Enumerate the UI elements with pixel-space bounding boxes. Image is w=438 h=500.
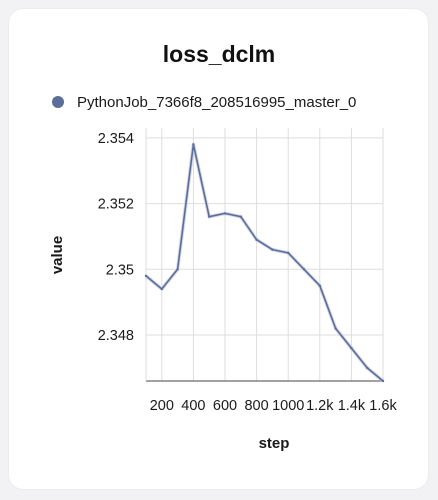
series-point[interactable] <box>318 284 321 287</box>
series-point[interactable] <box>271 248 274 251</box>
y-tick-label: 2.35 <box>106 262 134 278</box>
y-axis-title: value <box>49 236 66 274</box>
series-point[interactable] <box>287 251 290 255</box>
series-point[interactable] <box>160 287 163 291</box>
series-lines[interactable] <box>144 142 385 383</box>
series-point[interactable] <box>381 379 385 383</box>
chart-card <box>9 9 428 489</box>
legend-marker <box>52 96 64 108</box>
x-tick-label: 1000 <box>272 398 304 414</box>
series-point[interactable] <box>208 215 211 218</box>
chart-title: loss_dclm <box>162 41 276 67</box>
series-point[interactable] <box>192 143 195 146</box>
series-point[interactable] <box>302 268 306 271</box>
y-tick-label: 2.354 <box>98 131 134 147</box>
x-tick-label: 1.2k <box>306 398 334 414</box>
legend[interactable]: PythonJob_7366f8_208516995_master_0 <box>52 91 356 113</box>
x-tick-label: 800 <box>244 398 268 414</box>
tick-labels: 200 400 600 800 1000 1.2k 1.4k 1.6k 2.348 2.35 2.3… <box>98 131 398 414</box>
legend-label: PythonJob_7366f8_208516995_master_0 <box>77 93 357 111</box>
series-point[interactable] <box>366 366 369 370</box>
series-point[interactable] <box>144 274 148 278</box>
series-line[interactable] <box>145 143 384 382</box>
axes <box>145 128 383 382</box>
series-point[interactable] <box>255 238 258 241</box>
y-tick-label: 2.352 <box>98 197 134 213</box>
x-axis-title: step <box>259 435 290 452</box>
series-shadow-line <box>144 142 385 383</box>
series-point[interactable] <box>223 212 227 215</box>
x-tick-label: 1.6k <box>369 398 397 414</box>
x-tick-label: 400 <box>181 398 205 414</box>
series-point[interactable] <box>334 327 337 330</box>
x-tick-label: 600 <box>213 398 237 414</box>
series-point[interactable] <box>350 346 353 350</box>
x-tick-label: 200 <box>150 398 174 414</box>
y-tick-label: 2.348 <box>98 328 134 344</box>
x-tick-label: 1.4k <box>338 398 366 414</box>
series-point[interactable] <box>239 215 242 218</box>
series-point[interactable] <box>176 268 179 271</box>
